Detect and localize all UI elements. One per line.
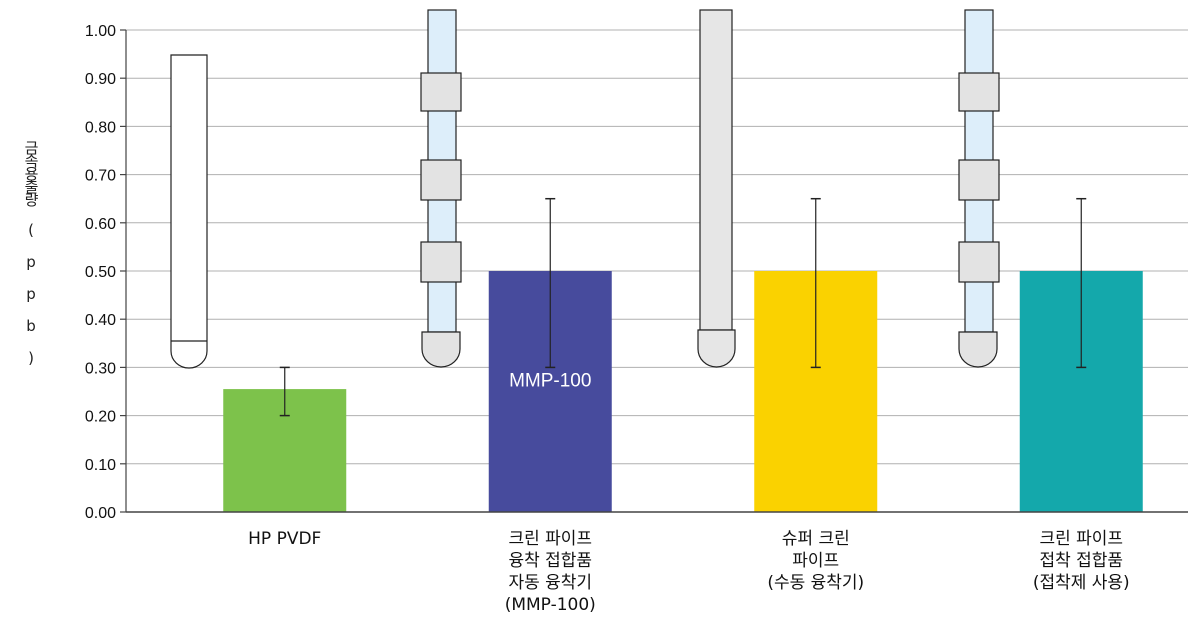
y-tick-label: 1.00 (85, 23, 116, 40)
y-tick-label: 0.00 (85, 505, 116, 522)
category-label-line: 접착 접합품 (1039, 551, 1124, 571)
category-label-line: 크린 파이프 (1039, 529, 1124, 549)
y-axis-label: 금속용출량 ( p p b ) (22, 140, 40, 365)
category-label-line: 자동 융착기 (508, 573, 593, 593)
category-label-line: (수동 융착기) (767, 573, 865, 593)
error-bars (279, 197, 1087, 417)
category-label-line: 슈퍼 크린 (781, 529, 850, 549)
bar-labels: MMP-100 (509, 371, 591, 392)
y-tick-label: 0.10 (85, 457, 116, 474)
y-axis-ticks: 0.00 0.10 0.20 0.30 0.40 0.50 0.60 0.70 0.80 0.90… (85, 23, 126, 522)
y-tick-label: 0.40 (85, 312, 116, 329)
category-label-line: 파이프 (792, 551, 840, 571)
category-label-line: 크린 파이프 (508, 529, 593, 549)
bar-data-label: MMP-100 (509, 371, 591, 392)
bars (223, 271, 1143, 512)
category-label-line: 융착 접합품 (508, 551, 593, 571)
y-tick-label: 0.20 (85, 409, 116, 426)
category-label: 슈퍼 크린 파이프 (수동 융착기) (716, 528, 916, 594)
pipe-illustrations (170, 9, 1000, 369)
category-label: 크린 파이프 접착 접합품 (접착제 사용) (981, 528, 1181, 594)
y-tick-label: 0.70 (85, 168, 116, 185)
category-label: 크린 파이프 융착 접합품 자동 융착기 (MMP-100) (450, 528, 650, 616)
y-tick-label: 0.80 (85, 119, 116, 136)
pipe-clean-fused-icon (420, 9, 462, 368)
category-label-line: (MMP-100) (504, 595, 596, 615)
pipe-super-clean-icon (697, 9, 736, 368)
category-label: HP PVDF (185, 528, 385, 550)
pipe-hp-pvdf-icon (170, 54, 208, 369)
y-tick-label: 0.30 (85, 360, 116, 377)
y-tick-label: 0.50 (85, 264, 116, 281)
y-tick-label: 0.90 (85, 71, 116, 88)
pipe-clean-bonded-icon (958, 9, 1000, 368)
category-label-line: (접착제 사용) (1032, 573, 1130, 593)
category-label-line: HP PVDF (248, 529, 322, 549)
y-tick-label: 0.60 (85, 216, 116, 233)
